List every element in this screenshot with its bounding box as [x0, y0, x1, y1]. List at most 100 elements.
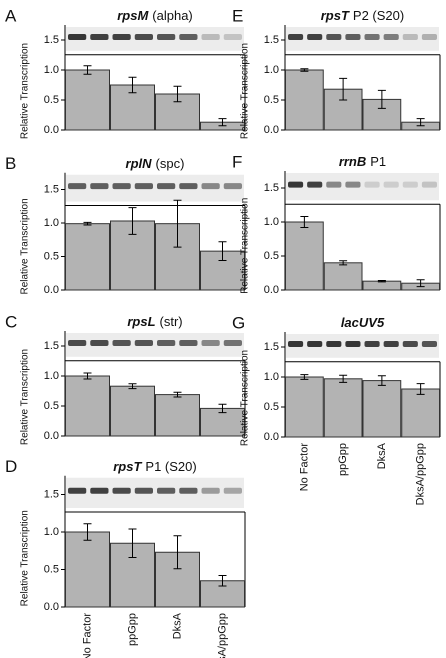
gel-band	[307, 34, 323, 40]
gel-band	[223, 340, 242, 346]
error-bar	[416, 279, 425, 288]
gel-band	[223, 487, 242, 494]
chart-title: rplN (spc)	[126, 156, 185, 171]
gel-band	[179, 183, 198, 190]
x-tick-label: No Factor	[81, 613, 93, 658]
y-tick-label: 1.0	[44, 217, 59, 229]
title-gene: rpsL	[127, 314, 155, 329]
y-tick-label: 1.5	[44, 488, 59, 500]
bar	[362, 380, 402, 438]
gel-band	[112, 34, 131, 40]
error-bar	[83, 65, 92, 75]
title-gene: rplN	[126, 156, 153, 171]
gel-band	[402, 181, 418, 188]
gel-band	[201, 183, 220, 190]
error-bar	[173, 85, 182, 103]
bar	[65, 223, 110, 291]
gel-band	[345, 181, 361, 188]
gel-band	[307, 181, 323, 188]
panel-letter: C	[5, 312, 17, 331]
gel-band	[68, 183, 87, 190]
gel-band	[134, 340, 153, 346]
gel-band	[402, 34, 418, 40]
gel-band	[201, 487, 220, 494]
gel-band	[179, 340, 198, 346]
x-tick-label: ppGpp	[126, 613, 138, 646]
error-bar	[173, 391, 182, 398]
y-tick-label: 1.5	[264, 34, 279, 46]
y-tick-label: 1.0	[44, 64, 59, 76]
y-tick-label: 0.0	[264, 431, 279, 443]
y-tick-label: 1.5	[44, 34, 59, 46]
bar	[155, 394, 200, 437]
title-suffix: P1 (S20)	[145, 459, 196, 474]
title-suffix: (alpha)	[152, 8, 192, 23]
gel-band	[68, 340, 87, 346]
x-tick-label: No Factor	[298, 443, 310, 492]
error-bar	[173, 199, 182, 248]
bar	[401, 388, 440, 438]
y-tick-label: 0.5	[264, 401, 279, 413]
title-gene: rpsT	[113, 459, 142, 474]
y-tick-label: 0.5	[44, 563, 59, 575]
x-tick-label: DksA/ppGpp	[415, 443, 427, 505]
y-tick-label: 1.5	[44, 340, 59, 352]
y-tick-label: 0.5	[264, 250, 279, 262]
y-tick-label: 1.0	[264, 64, 279, 76]
gel-band	[421, 341, 437, 347]
panel-letter: F	[232, 152, 242, 171]
gel-band	[90, 340, 109, 346]
gel-band	[421, 34, 437, 40]
gel-band	[134, 183, 153, 190]
title-suffix: (str)	[160, 314, 183, 329]
chart-title: rpsM (alpha)	[117, 8, 193, 23]
error-bar	[128, 383, 137, 390]
panel-letter: G	[232, 313, 245, 332]
gel-band	[383, 181, 399, 188]
gel-band	[345, 341, 361, 347]
chart-title: lacUV5	[341, 315, 385, 330]
error-bar	[377, 279, 386, 283]
x-tick-label: DksA	[376, 442, 388, 469]
y-tick-label: 1.0	[44, 526, 59, 538]
y-axis-label: Relative Transcription	[20, 198, 31, 294]
gel-band	[364, 34, 380, 40]
bar	[65, 375, 110, 437]
y-axis-label: Relative Transcription	[240, 350, 251, 446]
bar	[323, 378, 363, 438]
gel-band	[364, 181, 380, 188]
title-suffix: (spc)	[156, 156, 185, 171]
gel-band	[307, 341, 323, 347]
bar	[362, 280, 402, 291]
title-gene: rrnB	[339, 154, 366, 169]
x-tick-label: DksA	[171, 612, 183, 639]
title-gene: rpsT	[321, 8, 350, 23]
bar	[65, 69, 110, 131]
gel-image	[66, 27, 244, 51]
gel-image	[286, 334, 439, 358]
y-axis-label: Relative Transcription	[240, 198, 251, 294]
gel-band	[201, 340, 220, 346]
error-bar	[377, 89, 386, 109]
title-suffix: P1	[370, 154, 386, 169]
panel-letter: B	[5, 154, 16, 173]
gel-band	[201, 34, 220, 40]
gel-band	[157, 340, 176, 346]
y-tick-label: 0.0	[44, 124, 59, 136]
error-bar	[218, 575, 227, 587]
title-gene: lacUV5	[341, 315, 385, 330]
gel-band	[383, 34, 399, 40]
gel-band	[90, 34, 109, 40]
y-tick-label: 0.0	[44, 284, 59, 296]
gel-band	[223, 34, 242, 40]
error-bar	[83, 221, 92, 226]
y-tick-label: 1.5	[264, 341, 279, 353]
gel-band	[157, 487, 176, 494]
error-bar	[128, 528, 137, 558]
gel-band	[288, 34, 304, 40]
gel-band	[157, 183, 176, 190]
error-bar	[83, 523, 92, 541]
gel-band	[326, 181, 342, 188]
bar	[285, 376, 324, 438]
